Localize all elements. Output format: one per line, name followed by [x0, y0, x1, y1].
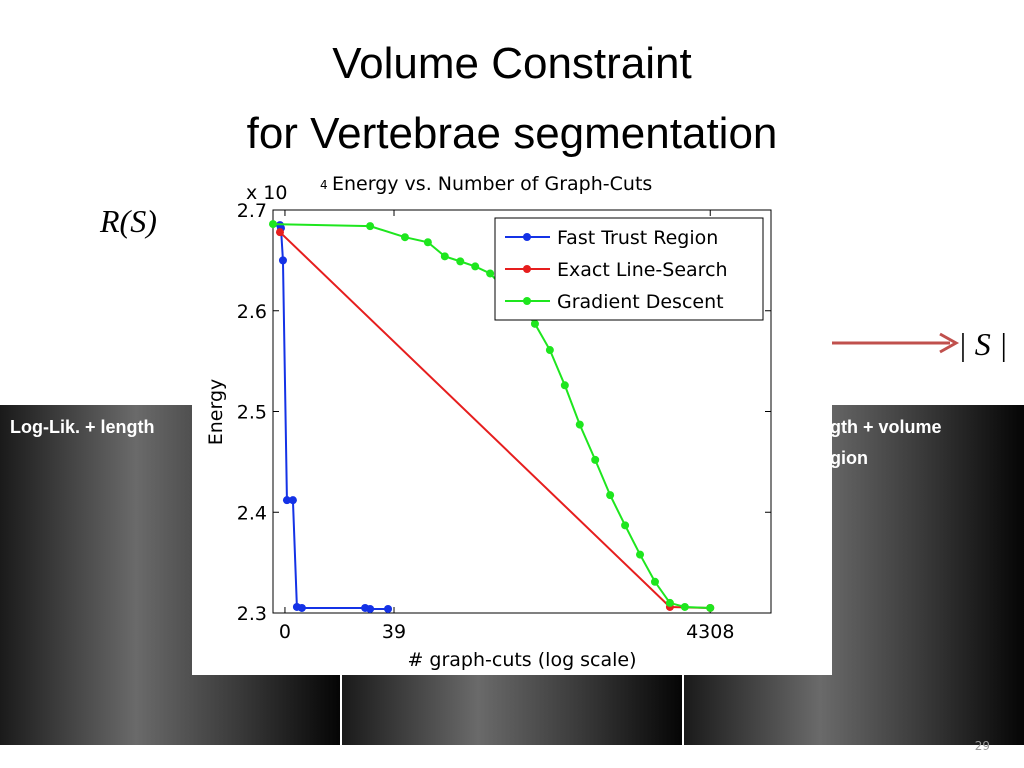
point	[288, 496, 297, 505]
point	[269, 220, 277, 229]
formula: | S |	[958, 326, 1008, 362]
legend-marker	[523, 297, 531, 305]
panel-label: gth + volume	[830, 417, 942, 437]
arrow-head	[939, 332, 960, 354]
page-number: 29	[975, 739, 990, 753]
chart: Energy vs. Number of Graph-Cuts x 10 4 #…	[205, 173, 772, 671]
point	[606, 491, 615, 500]
point	[384, 604, 393, 613]
point	[278, 256, 287, 265]
x-axis-label: # graph-cuts (log scale)	[407, 649, 636, 671]
x-tick-label: 4308	[686, 621, 734, 643]
point	[282, 496, 291, 505]
y-tick-label: 2.4	[237, 502, 267, 524]
point	[486, 269, 495, 278]
point	[560, 381, 569, 390]
slide-title: for Vertebrae segmentation	[247, 109, 778, 158]
x-tick-label: 0	[279, 621, 291, 643]
legend-label: Gradient Descent	[557, 291, 724, 313]
point	[665, 598, 674, 607]
point	[680, 602, 689, 611]
point	[575, 420, 584, 429]
panel-label: gion	[830, 448, 868, 468]
point	[440, 252, 449, 261]
point	[423, 238, 432, 247]
y-tick-label: 2.5	[237, 402, 267, 424]
panel-label: Log-Lik. + length	[10, 417, 155, 437]
y-tick-label: 2.7	[237, 200, 267, 222]
point	[636, 550, 645, 559]
y-tick-label: 2.6	[237, 301, 267, 323]
point	[471, 262, 480, 271]
point	[706, 603, 715, 612]
formula: R(S)	[99, 203, 157, 239]
point	[456, 257, 465, 266]
point	[366, 222, 375, 231]
y-tick-label: 2.3	[237, 603, 267, 625]
point	[400, 233, 409, 242]
point	[275, 228, 284, 237]
y-axis-label: Energy	[205, 379, 227, 446]
point	[650, 577, 659, 586]
point	[545, 346, 554, 355]
point	[591, 455, 600, 464]
point	[366, 604, 375, 613]
legend-label: Exact Line-Search	[557, 259, 728, 281]
y-multiplier-exp: 4	[320, 178, 328, 192]
legend-marker	[523, 265, 531, 273]
slide-title: Volume Constraint	[332, 39, 692, 88]
y-multiplier: x 10	[246, 182, 287, 204]
series-line	[272, 223, 711, 609]
chart-title: Energy vs. Number of Graph-Cuts	[332, 173, 652, 195]
x-tick-label: 39	[382, 621, 406, 643]
point	[297, 603, 306, 612]
point	[530, 319, 539, 328]
legend-label: Fast Trust Region	[557, 227, 718, 249]
legend-marker	[523, 233, 531, 241]
point	[621, 521, 630, 530]
